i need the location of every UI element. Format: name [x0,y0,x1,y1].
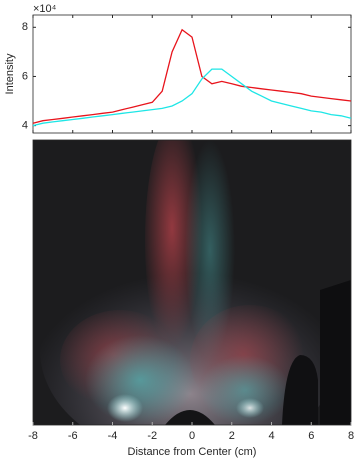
x-tick-label: -4 [108,430,118,442]
data-line [32,68,352,127]
x-tick-label: -2 [147,430,157,442]
x-tick-label: -8 [28,430,38,442]
y-tick-label: 4 [22,120,28,132]
x-axis-label: Distance from Center (cm) [128,446,257,458]
y-exponent: ×10⁴ [33,3,57,15]
x-tick-label: 6 [308,430,314,442]
y-axis-label: Intensity [4,53,16,94]
y-tick-label: 8 [22,21,28,33]
y-tick-label: 6 [22,70,28,82]
x-tick-label: 8 [348,430,354,442]
data-line [32,28,352,124]
x-tick-label: -6 [68,430,78,442]
x-tick-label: 2 [229,430,235,442]
x-tick-label: 4 [268,430,274,442]
plot-frame [32,14,352,134]
camera-image [33,140,351,425]
x-tick-label: 0 [189,430,195,442]
